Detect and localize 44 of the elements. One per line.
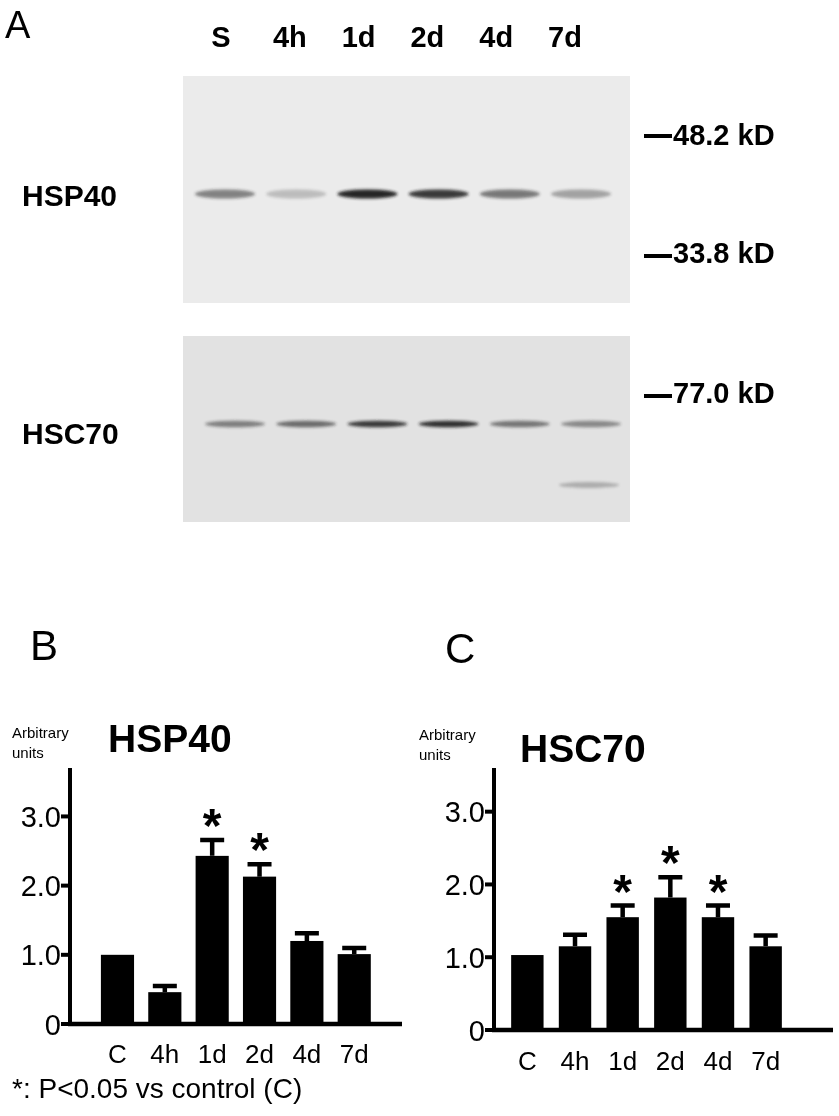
text: 48.2 kD bbox=[673, 119, 775, 151]
y-tick-label: 0 bbox=[468, 1014, 485, 1047]
text: B bbox=[30, 622, 59, 669]
text: A bbox=[5, 4, 31, 46]
x-tick-label: C bbox=[517, 1046, 537, 1076]
text: C bbox=[445, 625, 476, 672]
x-tick-label: 4h bbox=[560, 1046, 590, 1076]
x-tick-label: 2d bbox=[655, 1046, 685, 1076]
x-tick-label: 1d bbox=[197, 1039, 227, 1069]
y-tick-label: 2.0 bbox=[20, 870, 61, 903]
chart-title: HSC70 bbox=[520, 727, 646, 770]
text: *: P<0.05 vs control (C) bbox=[12, 1073, 303, 1104]
y-tick-label: 1.0 bbox=[20, 939, 61, 972]
x-tick-label: 1d bbox=[608, 1046, 638, 1076]
y-tick-label: 3.0 bbox=[444, 796, 485, 829]
chart-title: HSP40 bbox=[108, 717, 232, 760]
y-tick-label: 1.0 bbox=[444, 941, 485, 974]
annotation: * bbox=[250, 823, 270, 877]
x-tick-label: 4d bbox=[292, 1039, 322, 1069]
category-label: 1d bbox=[341, 21, 376, 53]
text: HSP40 bbox=[22, 179, 118, 212]
category-label: 4h bbox=[272, 21, 307, 53]
text: 77.0 kD bbox=[673, 377, 775, 409]
x-tick-label: 4h bbox=[150, 1039, 180, 1069]
x-tick-label: C bbox=[108, 1039, 127, 1069]
y-axis-title: Arbitrary units bbox=[419, 726, 477, 763]
category-label: 7d bbox=[548, 21, 582, 53]
text: HSC70 bbox=[22, 417, 119, 450]
y-axis-title: Arbitrary units bbox=[12, 724, 70, 761]
annotation: * bbox=[660, 836, 680, 890]
y-tick-label: 3.0 bbox=[20, 800, 61, 833]
category-label: 2d bbox=[410, 21, 445, 53]
x-tick-label: 4d bbox=[703, 1046, 733, 1076]
category-label: S bbox=[211, 21, 231, 53]
x-tick-label: 2d bbox=[245, 1039, 274, 1069]
x-tick-label: 7d bbox=[751, 1046, 781, 1076]
category-label: 4d bbox=[479, 21, 514, 53]
text: 33.8 kD bbox=[673, 237, 775, 269]
x-tick-label: 7d bbox=[339, 1039, 369, 1069]
y-tick-label: 2.0 bbox=[444, 868, 485, 901]
y-tick-label: 0 bbox=[44, 1008, 61, 1041]
annotation: * bbox=[708, 864, 728, 918]
annotation: * bbox=[613, 864, 633, 918]
annotation: * bbox=[202, 799, 222, 853]
